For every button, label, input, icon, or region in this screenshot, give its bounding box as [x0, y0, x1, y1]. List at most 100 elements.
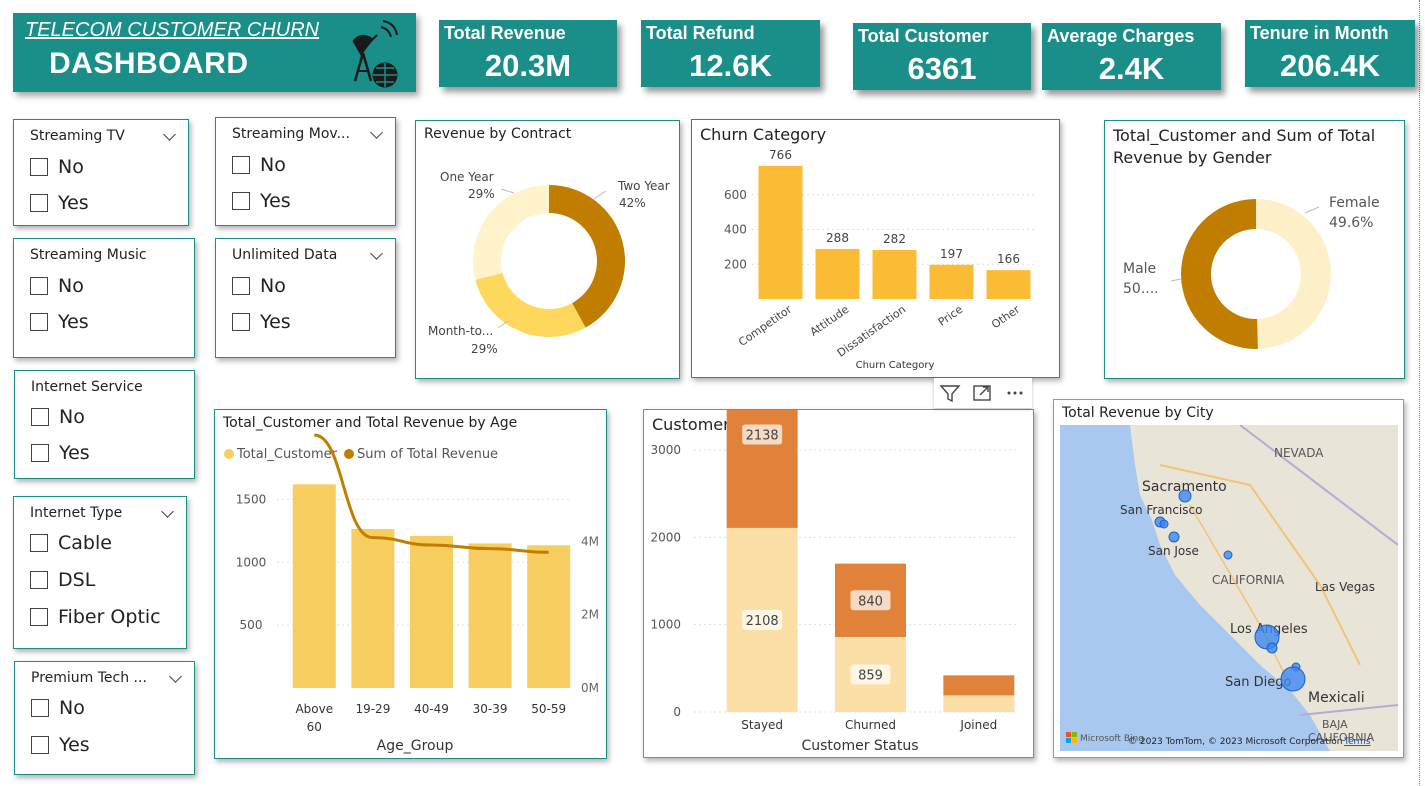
checkbox[interactable]: [31, 736, 49, 754]
slicer-option-fiber-optic[interactable]: Fiber Optic: [30, 606, 161, 628]
kpi-value: 6361: [907, 51, 977, 86]
city-bubble[interactable]: [1266, 642, 1278, 654]
slicer-option-yes[interactable]: Yes: [232, 311, 291, 333]
data-label-bg: [742, 424, 783, 445]
checkbox[interactable]: [30, 608, 48, 626]
slicer-option-dsl[interactable]: DSL: [30, 569, 95, 591]
kpi-tenure-in-month: Tenure in Month 206.4K: [1245, 20, 1415, 87]
checkbox[interactable]: [30, 158, 48, 176]
focus-mode-icon[interactable]: [972, 383, 994, 403]
country-border: [1299, 704, 1398, 716]
stacked-bar-segment[interactable]: [943, 675, 1015, 696]
slicer-option-yes[interactable]: Yes: [31, 442, 90, 464]
bar[interactable]: [929, 264, 974, 299]
chevron-down-icon[interactable]: [370, 247, 383, 260]
checkbox[interactable]: [30, 194, 48, 212]
map-terms-link[interactable]: Terms: [1343, 737, 1371, 747]
slicer-option-cable[interactable]: Cable: [30, 532, 112, 554]
slicer-option-no[interactable]: No: [31, 697, 85, 719]
bar[interactable]: [527, 545, 571, 688]
checkbox[interactable]: [30, 277, 48, 295]
bar[interactable]: [292, 484, 336, 688]
kpi-total-revenue: Total Revenue 20.3M: [439, 20, 617, 87]
filter-icon[interactable]: [939, 383, 961, 403]
donut-slice[interactable]: [1181, 199, 1258, 349]
bing-logo-icon: [1072, 732, 1077, 737]
city-bubble[interactable]: [1178, 489, 1192, 503]
city-bubble[interactable]: [1280, 666, 1306, 692]
data-label-bg: [850, 590, 891, 611]
city-bubble[interactable]: [1168, 531, 1180, 543]
slice-pct-two-year: 42%: [619, 196, 646, 210]
x-tick-label: Price: [936, 303, 966, 329]
checkbox[interactable]: [31, 444, 49, 462]
x-tick-label: 30-39: [473, 702, 508, 716]
checkbox[interactable]: [232, 277, 250, 295]
slice-label-two-year: Two Year: [617, 179, 670, 193]
map-revenue-by-city[interactable]: Total Revenue by City NEVADA Sacramento …: [1053, 399, 1404, 758]
chart-title: Revenue by Contract: [424, 126, 572, 142]
bar[interactable]: [410, 535, 453, 688]
slicer-option-no[interactable]: No: [232, 275, 286, 297]
more-options-icon[interactable]: [1004, 383, 1026, 403]
kpi-label: Total Refund: [646, 23, 755, 43]
checkbox[interactable]: [232, 192, 250, 210]
stacked-bar-segment[interactable]: [943, 695, 1015, 712]
x-axis-title: Age_Group: [377, 738, 454, 754]
slicer-option-yes[interactable]: Yes: [232, 190, 291, 212]
y-tick-label-left: 1500: [236, 492, 267, 506]
checkbox[interactable]: [232, 313, 250, 331]
legend-swatch-total-customer: [224, 449, 234, 459]
chart-customer-revenue-by-age[interactable]: Total_Customer and Total Revenue by Age …: [214, 409, 607, 759]
donut-slice[interactable]: [1256, 199, 1331, 349]
chevron-down-icon[interactable]: [161, 505, 174, 518]
map-brand: Microsoft Bing: [1080, 734, 1144, 744]
bar[interactable]: [758, 165, 803, 299]
slicer-option-no[interactable]: No: [31, 406, 85, 428]
y-tick-label: 400: [724, 223, 747, 237]
bar[interactable]: [815, 248, 860, 299]
slicer-option-no[interactable]: No: [232, 154, 286, 176]
donut-slice[interactable]: [473, 185, 549, 280]
slicer-streaming-music: Streaming Music No Yes: [13, 238, 195, 358]
chart-revenue-by-contract[interactable]: Revenue by Contract Two Year 42% One Yea…: [415, 120, 680, 379]
checkbox[interactable]: [30, 571, 48, 589]
donut-slice[interactable]: [475, 272, 586, 337]
checkbox[interactable]: [232, 156, 250, 174]
slicer-option-no[interactable]: No: [30, 156, 84, 178]
city-map[interactable]: NEVADA Sacramento San Francisco San Jose…: [1060, 425, 1398, 751]
slicer-internet-service: Internet Service No Yes: [14, 370, 195, 479]
donut-slice[interactable]: [549, 185, 625, 328]
city-bubble[interactable]: [1223, 550, 1233, 560]
chart-title: Churn Category: [700, 125, 827, 144]
chevron-down-icon[interactable]: [163, 128, 176, 141]
bar[interactable]: [986, 270, 1031, 299]
bar[interactable]: [351, 528, 395, 688]
map-attribution: © 2023 TomTom, © 2023 Microsoft Corporat…: [1128, 737, 1342, 747]
slicer-option-yes[interactable]: Yes: [30, 192, 89, 214]
chart-customer-status[interactable]: Customer Status 0 1000 2000 3000 2108 2138 St…: [643, 409, 1034, 758]
bar[interactable]: [872, 250, 917, 299]
city-bubble[interactable]: [1159, 519, 1169, 529]
slicer-option-no[interactable]: No: [30, 275, 84, 297]
checkbox[interactable]: [30, 313, 48, 331]
slicer-option-yes[interactable]: Yes: [30, 311, 89, 333]
kpi-total-refund: Total Refund 12.6K: [641, 20, 820, 87]
title-line-1: TELECOM CUSTOMER CHURN: [25, 19, 320, 41]
chart-churn-category[interactable]: Churn Category 200 400 600 766 Competitor 28…: [691, 119, 1060, 378]
chevron-down-icon[interactable]: [169, 670, 182, 683]
bar[interactable]: [468, 543, 512, 688]
chart-gender[interactable]: Total_Customer and Sum of Total Revenue …: [1104, 120, 1405, 379]
visual-header-toolbar: [934, 378, 1032, 408]
slicer-title: Streaming Music: [30, 247, 147, 263]
x-tick-label: Stayed: [741, 718, 783, 732]
x-tick-label: Above: [295, 702, 333, 716]
checkbox[interactable]: [31, 408, 49, 426]
y-tick-label: 1000: [650, 618, 681, 632]
highway: [1159, 464, 1361, 666]
checkbox[interactable]: [30, 534, 48, 552]
checkbox[interactable]: [31, 699, 49, 717]
state-border: [1239, 425, 1398, 546]
chevron-down-icon[interactable]: [370, 126, 383, 139]
slicer-option-yes[interactable]: Yes: [31, 734, 90, 756]
